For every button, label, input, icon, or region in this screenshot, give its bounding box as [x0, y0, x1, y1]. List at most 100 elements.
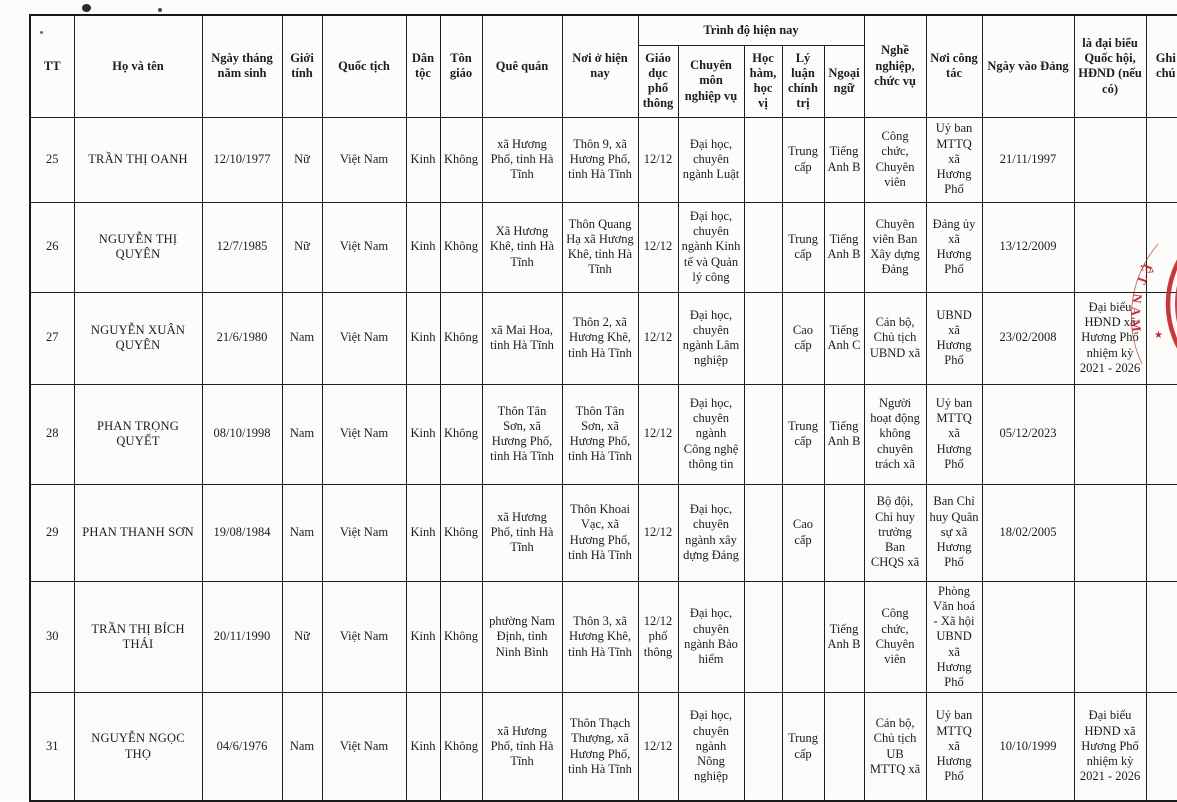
cell-residence: Thôn 9, xã Hương Phố, tỉnh Hà Tĩnh: [561, 116, 639, 203]
cell-hometown: Thôn Tân Sơn, xã Hương Phố, tỉnh Hà Tĩnh: [481, 383, 563, 485]
cell-workplace: Uỷ ban MTTQ xã Hương Phố: [925, 383, 983, 485]
cell-workplace: Uỷ ban MTTQ xã Hương Phố: [925, 116, 983, 203]
cell-edu-political: [781, 580, 825, 694]
cell-edu-academic: [743, 383, 783, 485]
cell-ethnicity: Kinh: [405, 291, 441, 385]
cell-edu-political: Cao cấp: [781, 291, 825, 385]
table-row: 30 TRẦN THỊ BÍCH THÁI 20/11/1990 Nữ Việt Nam…: [29, 580, 1177, 694]
cell-edu-political: Trung cấp: [781, 201, 825, 293]
cell-ethnicity: Kinh: [405, 383, 441, 485]
cell-party-join-date: 18/02/2005: [981, 483, 1075, 582]
cell-edu-language: [823, 692, 865, 802]
cell-residence: Thôn Khoai Vạc, xã Hương Phố, tỉnh Hà Tĩ…: [561, 483, 639, 582]
table-row: 27 NGUYỄN XUÂN QUYÊN 21/6/1980 Nam Việt Nam K…: [29, 291, 1177, 385]
cell-edu-academic: [743, 580, 783, 694]
cell-residence: Thôn 2, xã Hương Khê, tỉnh Hà Tĩnh: [561, 291, 639, 385]
cell-tt: 25: [29, 116, 75, 203]
cell-religion: Không: [439, 483, 483, 582]
cell-workplace: Ban Chỉ huy Quân sự xã Hương Phố: [925, 483, 983, 582]
cell-name: TRẦN THỊ BÍCH THÁI: [73, 580, 203, 694]
cell-edu-language: Tiếng Anh B: [823, 383, 865, 485]
cell-gender: Nam: [281, 383, 323, 485]
cell-nationality: Việt Nam: [321, 580, 407, 694]
cell-edu-professional: Đại học, chuyên ngành Công nghệ thông ti…: [677, 383, 745, 485]
cell-edu-academic: [743, 201, 783, 293]
cell-hometown: xã Mai Hoa, tỉnh Hà Tĩnh: [481, 291, 563, 385]
cell-notes: [1145, 116, 1177, 203]
cell-name: TRẦN THỊ OANH: [73, 116, 203, 203]
cell-workplace: Uỷ ban MTTQ xã Hương Phố: [925, 692, 983, 802]
cell-edu-political: Trung cấp: [781, 116, 825, 203]
cell-edu-academic: [743, 116, 783, 203]
cell-delegate: [1073, 580, 1147, 694]
header-tt: TT: [29, 14, 75, 118]
cell-occupation: Công chức, Chuyên viên: [863, 580, 927, 694]
cell-party-join-date: 13/12/2009: [981, 201, 1075, 293]
cell-hometown: phường Nam Định, tỉnh Ninh Bình: [481, 580, 563, 694]
header-education-group: Trình độ hiện nay: [637, 14, 865, 46]
cell-religion: Không: [439, 692, 483, 802]
cell-nationality: Việt Nam: [321, 116, 407, 203]
cell-edu-language: [823, 483, 865, 582]
cell-ethnicity: Kinh: [405, 692, 441, 802]
cell-edu-academic: [743, 483, 783, 582]
cell-tt: 26: [29, 201, 75, 293]
header-workplace: Nơi công tác: [925, 14, 983, 118]
cell-occupation: Người hoạt động không chuyên trách xã: [863, 383, 927, 485]
table-row: 25 TRẦN THỊ OANH 12/10/1977 Nữ Việt Nam Kinh K…: [29, 116, 1177, 203]
cell-religion: Không: [439, 291, 483, 385]
cell-workplace: Đảng ủy xã Hương Phố: [925, 201, 983, 293]
cell-name: NGUYỄN NGỌC THỌ: [73, 692, 203, 802]
header-edu-political: Lý luận chính trị: [781, 44, 825, 118]
cell-residence: Thôn Tân Sơn, xã Hương Phố, tỉnh Hà Tĩnh: [561, 383, 639, 485]
cell-nationality: Việt Nam: [321, 201, 407, 293]
header-residence: Nơi ở hiện nay: [561, 14, 639, 118]
cell-hometown: xã Hương Phố, tỉnh Hà Tĩnh: [481, 692, 563, 802]
cell-nationality: Việt Nam: [321, 692, 407, 802]
cell-edu-language: Tiếng Anh B: [823, 116, 865, 203]
cell-gender: Nam: [281, 291, 323, 385]
cell-nationality: Việt Nam: [321, 291, 407, 385]
cell-notes: [1145, 383, 1177, 485]
cell-dob: 20/11/1990: [201, 580, 283, 694]
cell-dob: 12/7/1985: [201, 201, 283, 293]
table-row: 28 PHAN TRỌNG QUYẾT 08/10/1998 Nam Việt Nam K…: [29, 383, 1177, 485]
header-religion: Tôn giáo: [439, 14, 483, 118]
cell-religion: Không: [439, 383, 483, 485]
cell-party-join-date: 10/10/1999: [981, 692, 1075, 802]
header-edu-general: Giáo dục phổ thông: [637, 44, 679, 118]
cell-delegate: [1073, 383, 1147, 485]
cell-occupation: Cán bộ, Chủ tịch UB MTTQ xã: [863, 692, 927, 802]
cell-name: NGUYỄN XUÂN QUYÊN: [73, 291, 203, 385]
cell-delegate: [1073, 483, 1147, 582]
header-edu-language: Ngoại ngữ: [823, 44, 865, 118]
cell-nationality: Việt Nam: [321, 383, 407, 485]
table-row: 31 NGUYỄN NGỌC THỌ 04/6/1976 Nam Việt Nam Kin…: [29, 692, 1177, 802]
cell-tt: 30: [29, 580, 75, 694]
cell-delegate: [1073, 201, 1147, 293]
cell-dob: 12/10/1977: [201, 116, 283, 203]
cell-party-join-date: 21/11/1997: [981, 116, 1075, 203]
header-edu-academic: Học hàm, học vị: [743, 44, 783, 118]
personnel-table: TT Họ và tên Ngày tháng năm sinh Giới tí…: [29, 14, 1177, 802]
cell-residence: Thôn Thạch Thượng, xã Hương Phố, tỉnh Hà…: [561, 692, 639, 802]
cell-edu-political: Cao cấp: [781, 483, 825, 582]
header-dob: Ngày tháng năm sinh: [201, 14, 283, 118]
cell-party-join-date: 23/02/2008: [981, 291, 1075, 385]
cell-gender: Nam: [281, 483, 323, 582]
cell-occupation: Cán bộ, Chủ tịch UBND xã: [863, 291, 927, 385]
cell-dob: 08/10/1998: [201, 383, 283, 485]
cell-edu-general: 12/12: [637, 383, 679, 485]
cell-edu-general: 12/12: [637, 483, 679, 582]
cell-notes: [1145, 201, 1177, 293]
cell-edu-professional: Đại học, chuyên ngành Lâm nghiệp: [677, 291, 745, 385]
cell-gender: Nữ: [281, 580, 323, 694]
cell-edu-language: Tiếng Anh B: [823, 201, 865, 293]
cell-nationality: Việt Nam: [321, 483, 407, 582]
cell-edu-general: 12/12: [637, 291, 679, 385]
cell-edu-general: 12/12: [637, 201, 679, 293]
cell-ethnicity: Kinh: [405, 483, 441, 582]
cell-gender: Nữ: [281, 116, 323, 203]
cell-tt: 31: [29, 692, 75, 802]
